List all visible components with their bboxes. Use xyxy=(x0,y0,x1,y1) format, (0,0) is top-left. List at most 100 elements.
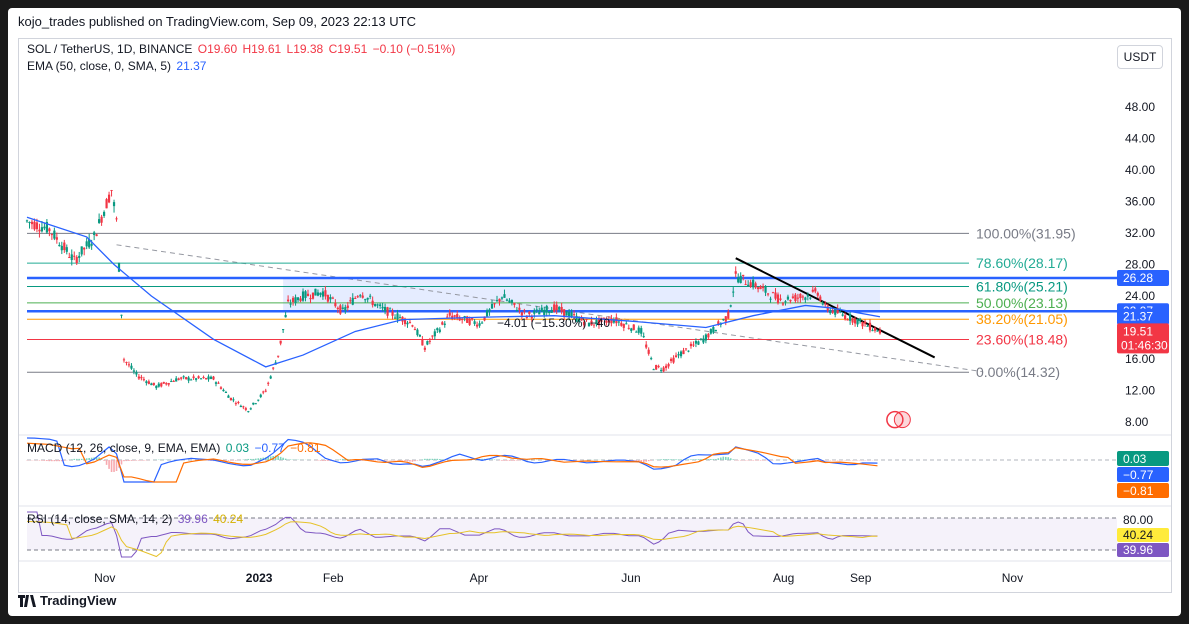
macd-histogram-bar xyxy=(371,460,374,461)
candle-body xyxy=(548,311,551,314)
candle-body xyxy=(418,334,422,337)
candle-body xyxy=(493,303,496,305)
candle-body xyxy=(575,315,578,322)
macd-histogram-bar xyxy=(421,459,424,460)
candle-body xyxy=(53,230,56,239)
macd-histogram-bar xyxy=(95,457,98,460)
macd-axis-label xyxy=(1117,483,1169,498)
candle-body xyxy=(287,299,290,302)
macd-histogram-bar xyxy=(250,458,252,460)
macd-histogram-bar xyxy=(269,456,272,460)
macd-histogram-bar xyxy=(46,460,48,462)
candle-body xyxy=(689,343,693,347)
candle-body xyxy=(737,277,740,283)
event-flag-icon xyxy=(886,410,904,429)
candle-body xyxy=(411,325,414,327)
dashed-trendline xyxy=(116,244,982,373)
candle-body xyxy=(277,355,280,357)
candle-body xyxy=(438,329,441,333)
chart-panel[interactable]: 8.0012.0016.0020.0024.0028.0032.0036.004… xyxy=(18,38,1172,593)
candle-body xyxy=(172,380,175,382)
macd-histogram-bar xyxy=(376,460,379,461)
candle-body xyxy=(530,315,533,319)
candle-body xyxy=(423,347,426,350)
candle-body xyxy=(309,298,312,300)
candle-body xyxy=(597,318,601,326)
candle-body xyxy=(732,291,735,293)
macd-histogram-bar xyxy=(481,458,483,460)
candle-body xyxy=(510,299,514,303)
footer-brand[interactable]: TradingView xyxy=(18,593,116,608)
candle-body xyxy=(354,297,357,299)
candle-body xyxy=(311,292,315,299)
candle-body xyxy=(471,317,474,320)
candle-body xyxy=(789,299,792,302)
candle-body xyxy=(150,383,153,386)
macd-histogram-bar xyxy=(43,460,46,461)
candle-body xyxy=(155,385,158,389)
x-tick-label: Jun xyxy=(621,571,640,585)
macd-histogram-bar xyxy=(257,458,260,460)
candle-body xyxy=(239,405,242,408)
macd-label[interactable]: MACD (12, 26, close, 9, EMA, EMA) xyxy=(27,441,221,455)
candle-body xyxy=(364,299,367,301)
candle-body xyxy=(844,315,847,320)
macd-histogram-bar xyxy=(414,460,416,462)
candle-body xyxy=(667,364,670,367)
event-flag-icon xyxy=(893,411,911,429)
macd-histogram-bar xyxy=(108,460,110,469)
macd-histogram-bar xyxy=(436,458,439,460)
candle-body xyxy=(831,310,834,313)
candle-body xyxy=(866,325,869,327)
candle-body xyxy=(100,216,103,223)
candle-body xyxy=(652,369,655,371)
candle-body xyxy=(202,376,205,378)
candle-body xyxy=(600,317,603,322)
macd-histogram-bar xyxy=(235,460,237,461)
candle-body xyxy=(167,383,170,385)
candle-body xyxy=(336,307,339,310)
candle-body xyxy=(269,376,272,379)
candle-body xyxy=(655,365,658,370)
price-axis-label xyxy=(1117,323,1169,354)
macd-histogram-bar xyxy=(503,460,506,461)
low-value: L19.38 xyxy=(286,42,324,56)
candle-body xyxy=(771,292,775,294)
candle-body xyxy=(98,219,101,223)
candle-body xyxy=(826,306,829,311)
y-tick-label: 28.00 xyxy=(1125,258,1155,272)
macd-histogram-bar xyxy=(680,459,682,460)
macd-histogram-bar xyxy=(90,457,93,460)
candle-body xyxy=(279,340,282,344)
macd-histogram-bar xyxy=(700,459,702,460)
currency-button[interactable]: USDT xyxy=(1117,45,1163,69)
ema-label[interactable]: EMA (50, close, 0, SMA, 5) xyxy=(27,59,172,73)
candle-body xyxy=(876,330,879,332)
candle-body xyxy=(257,399,260,401)
candle-body xyxy=(525,316,528,318)
macd-histogram-bar xyxy=(506,460,508,461)
rsi-label[interactable]: RSI (14, close, SMA, 14, 2) xyxy=(27,512,173,526)
candle-body xyxy=(105,199,108,209)
candle-body xyxy=(247,411,250,413)
symbol-label[interactable]: SOL / TetherUS, 1D, BINANCE xyxy=(27,42,193,56)
candle-body xyxy=(585,319,588,321)
macd-histogram-bar xyxy=(677,459,680,460)
macd-histogram-bar xyxy=(809,460,812,461)
macd-histogram-bar xyxy=(105,460,108,465)
candle-body xyxy=(640,328,643,334)
macd-histogram-bar xyxy=(665,459,667,460)
candle-body xyxy=(607,319,610,323)
candle-body xyxy=(443,323,446,325)
macd-histogram-bar xyxy=(38,460,41,461)
candle-body xyxy=(595,319,598,325)
macd-histogram-bar xyxy=(339,459,342,460)
macd-signal-value: −0.81 xyxy=(290,441,321,455)
chart-canvas[interactable]: 8.0012.0016.0020.0024.0028.0032.0036.004… xyxy=(19,39,1171,592)
candle-body xyxy=(431,335,434,337)
candle-body xyxy=(466,316,469,323)
macd-histogram-bar xyxy=(75,458,78,460)
candle-body xyxy=(234,403,237,405)
macd-histogram-bar xyxy=(88,458,90,460)
macd-histogram-bar xyxy=(416,460,419,461)
